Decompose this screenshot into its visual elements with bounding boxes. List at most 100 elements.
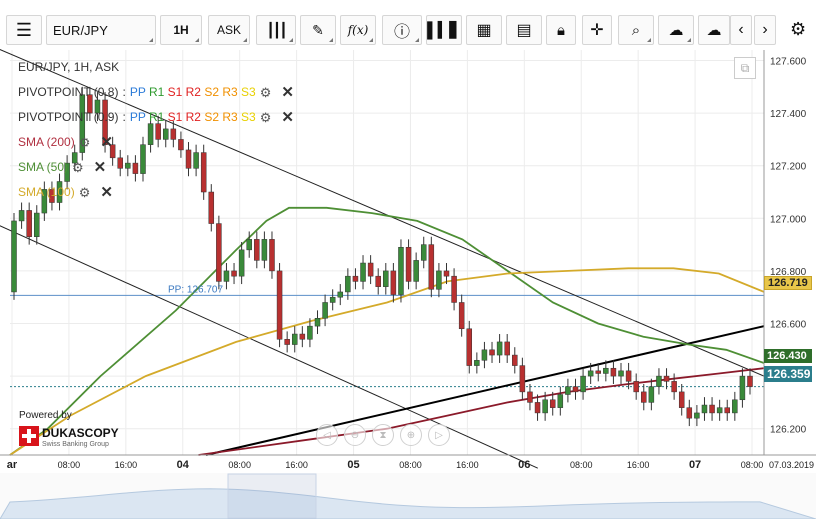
candle-body [587, 370, 594, 377]
candle-body [739, 375, 746, 401]
close-icon[interactable]: ✕ [281, 84, 294, 101]
upload-button[interactable]: ☁ [658, 15, 694, 45]
crosshair-button[interactable]: ✛ [582, 15, 612, 45]
x-tick-label: 16:00 [456, 460, 479, 470]
svg-text:DUKASCOPY: DUKASCOPY [42, 426, 119, 440]
gear-icon[interactable]: ⚙ [259, 110, 272, 125]
candle-body [11, 220, 17, 293]
candle-body [618, 370, 624, 377]
x-tick-label: 05 [347, 459, 359, 471]
candle-body [466, 328, 473, 366]
news-button[interactable]: ▤ [506, 15, 542, 45]
pivot-level-s3: S3 [241, 85, 256, 99]
candle-body [132, 162, 139, 174]
expand-icon[interactable]: ⧉ [734, 57, 756, 79]
reset-icon[interactable]: ⧗ [372, 424, 394, 446]
sma50-label: SMA (50) [18, 160, 69, 174]
pivot-level-s1: S1 [167, 85, 186, 99]
legend-sma50: SMA (50) ⚙ ✕ [18, 155, 294, 180]
candle-body [603, 367, 609, 374]
candle-body [724, 407, 730, 414]
candle-body [261, 239, 268, 261]
y-tick-label: 126.800 [770, 267, 807, 278]
lock-icon: 🔒︎ [557, 21, 565, 39]
candle-body [284, 339, 290, 345]
info-button[interactable]: ⓘ [382, 15, 422, 45]
draw-button[interactable]: ✎ [300, 15, 336, 45]
x-tick-label: 08:00 [228, 460, 251, 470]
pivot-level-r2: R2 [185, 110, 205, 124]
symbol-selector[interactable]: EUR/JPY [46, 15, 156, 45]
pivot-level-s3: S3 [241, 110, 256, 124]
sma200-price-tag: 126.430 [764, 349, 812, 363]
navigator-area [0, 488, 816, 519]
close-icon[interactable]: ✕ [100, 184, 113, 201]
scroll-forward-icon[interactable]: ▷ [428, 424, 450, 446]
download-button[interactable]: ☁ [698, 15, 730, 45]
candle-body [489, 349, 495, 356]
candle-body [716, 407, 723, 414]
x-tick-label: 16:00 [627, 460, 650, 470]
settings-button[interactable]: ⚙ [790, 19, 806, 40]
candle-body [390, 270, 397, 295]
candle-body [671, 381, 677, 393]
chart-axes: 127.600 127.400 127.200 127.000 126.800 126.6… [0, 50, 816, 471]
volume-button[interactable]: ▌▍▋ [426, 15, 462, 45]
sma50-line [9, 206, 765, 456]
candle-body [747, 375, 753, 387]
candle-body [481, 349, 488, 361]
pivot-level-r2: R2 [185, 85, 205, 99]
close-icon[interactable]: ✕ [281, 109, 294, 126]
calendar-button[interactable]: ▦ [466, 15, 502, 45]
candle-body [451, 275, 457, 303]
candle-body [155, 123, 161, 140]
zoom-button[interactable]: ⌕ [618, 15, 654, 45]
candle-body [519, 365, 526, 393]
candle-body [458, 302, 465, 330]
gear-icon[interactable]: ⚙ [72, 160, 84, 175]
chevron-right-icon: › [762, 21, 768, 38]
x-tick-label: 07.03.2019 [769, 460, 814, 470]
candle-body [147, 123, 154, 145]
zoom-out-icon[interactable]: ⊖ [344, 424, 366, 446]
x-tick-label: 08:00 [741, 460, 764, 470]
gear-icon[interactable]: ⚙ [78, 185, 91, 200]
indicators-button[interactable]: f(x) [340, 15, 376, 45]
price-side-label: ASK [216, 23, 241, 37]
sma200-line [198, 367, 765, 456]
chart-type-button[interactable]: ┃┃┃ [256, 15, 296, 45]
x-tick-label: 08:00 [570, 460, 593, 470]
candle-body [732, 399, 738, 414]
zoom-in-icon[interactable]: ⊕ [400, 424, 422, 446]
candle-body [443, 270, 450, 277]
toolbar: ☰ EUR/JPY 1H ASK ┃┃┃ ✎ f(x) ⓘ ▌▍▋ ▦ ▤ 🔒︎… [0, 0, 816, 48]
dukascopy-logo: DUKASCOPY Swiss Banking Group [19, 426, 119, 448]
close-icon[interactable]: ✕ [93, 159, 107, 176]
x-tick-label: 07 [689, 459, 701, 471]
gear-icon[interactable]: ⚙ [78, 135, 91, 150]
price-side-selector[interactable]: ASK [208, 15, 250, 45]
candle-body [170, 128, 177, 140]
gear-icon[interactable]: ⚙ [259, 85, 272, 100]
candle-body [580, 375, 586, 393]
price-chart[interactable]: 127.600 127.400 127.200 127.000 126.800 126.6… [0, 48, 816, 519]
scroll-left-button[interactable]: ‹ [730, 15, 752, 45]
timeframe-selector[interactable]: 1H [160, 15, 202, 45]
candle-body [383, 270, 389, 287]
scroll-back-icon[interactable]: ◁ [316, 424, 338, 446]
candle-body [185, 149, 192, 169]
y-tick-label: 126.600 [770, 320, 807, 331]
candle-body [352, 275, 359, 282]
candle-body [322, 302, 328, 319]
scroll-right-button[interactable]: › [754, 15, 776, 45]
candle-body [398, 246, 404, 295]
navigator [0, 473, 816, 519]
info-icon: ⓘ [393, 24, 410, 41]
menu-button[interactable]: ☰ [6, 15, 42, 45]
y-tick-label: 127.600 [770, 57, 807, 68]
candle-body [337, 291, 344, 298]
candle-body [34, 212, 40, 237]
lock-button[interactable]: 🔒︎ [546, 15, 576, 45]
pencil-icon: ✎ [312, 21, 324, 38]
close-icon[interactable]: ✕ [100, 134, 113, 151]
